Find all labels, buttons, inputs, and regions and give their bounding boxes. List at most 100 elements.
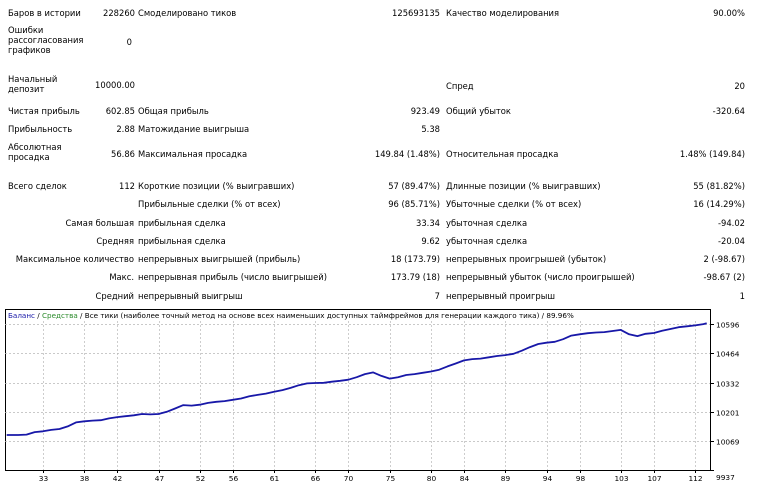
balance-chart: Баланс / Средства / Все тики (наиболее т…: [5, 309, 762, 483]
abs-dd-label-2: просадка: [8, 152, 50, 162]
average-profit-label: прибыльная сделка: [138, 236, 226, 246]
profit-factor-value: 2.88: [116, 124, 135, 134]
max-cons-loss-value: -98.67 (2): [703, 272, 745, 282]
x-tick-label: 107: [647, 474, 661, 483]
x-tick-label: 103: [614, 474, 628, 483]
max-cons-losses-value: 2 (-98.67): [703, 254, 745, 264]
x-tick-label: 56: [229, 474, 239, 483]
gross-profit-label: Общая прибыль: [138, 106, 209, 116]
y-tick-label: 10069: [716, 438, 740, 447]
short-label: Короткие позиции (% выигравших): [138, 181, 295, 191]
profit-factor-label: Прибыльность: [8, 124, 73, 134]
max-label: Макс.: [109, 272, 134, 282]
y-tick-label: 9937: [716, 473, 735, 482]
avg-cons-losses-label: непрерывный проигрыш: [446, 291, 555, 301]
largest-loss-label: убыточная сделка: [446, 218, 528, 228]
gross-loss-value: -320.64: [712, 106, 745, 116]
largest-loss-value: -94.02: [718, 218, 745, 228]
total-trades-label: Всего сделок: [8, 181, 67, 191]
max-cons-wins-label: непрерывных выигрышей (прибыль): [138, 254, 301, 264]
errors-label-1: Ошибки: [8, 25, 44, 35]
abs-dd-value: 56.86: [111, 149, 135, 159]
chart-grid: [5, 321, 714, 473]
max-cons-losses-label: непрерывных проигрышей (убыток): [446, 254, 607, 264]
bars-value: 228260: [103, 8, 135, 18]
legend-sep1: /: [35, 311, 42, 320]
avg-cons-wins-value: 7: [434, 291, 440, 301]
average-label: Средняя: [96, 236, 134, 246]
x-tick-label: 33: [39, 474, 49, 483]
loss-trades-value: 16 (14.29%): [693, 199, 745, 209]
x-axis-labels: 33 38 42 47 52 56 61 66 70 75 80 84 89 94 98 103 107 112: [39, 474, 703, 483]
balance-line: [6, 322, 707, 436]
largest-profit-value: 33.34: [416, 218, 440, 228]
x-tick-label: 47: [155, 474, 165, 483]
x-tick-label: 94: [543, 474, 553, 483]
x-tick-label: 89: [501, 474, 511, 483]
expected-payoff-value: 5.38: [421, 124, 440, 134]
x-tick-label: 75: [386, 474, 396, 483]
x-tick-label: 112: [688, 474, 702, 483]
max-cons-wins-value: 18 (173.79): [390, 254, 440, 264]
chart-legend: Баланс / Средства / Все тики (наиболее т…: [8, 311, 574, 320]
net-profit-value: 602.85: [105, 106, 135, 116]
chart-series: [6, 322, 707, 436]
loss-trades-label: Убыточные сделки (% от всех): [446, 199, 582, 209]
quality-value: 90.00%: [713, 8, 745, 18]
legend-sep2: /: [78, 311, 85, 320]
errors-label-3: графиков: [8, 45, 51, 55]
ticks-value: 125693135: [392, 8, 440, 18]
max-dd-value: 149.84 (1.48%): [374, 149, 440, 159]
x-tick-label: 98: [576, 474, 586, 483]
gross-profit-value: 923.49: [410, 106, 440, 116]
ticks-label: Смоделировано тиков: [138, 8, 237, 18]
total-trades-value: 112: [119, 181, 135, 191]
long-label: Длинные позиции (% выигравших): [446, 181, 601, 191]
x-tick-label: 61: [270, 474, 280, 483]
max-cons-profit-value: 173.79 (18): [390, 272, 440, 282]
max-cons-profit-label: непрерывная прибыль (число выигрышей): [138, 272, 327, 282]
x-tick-label: 80: [427, 474, 437, 483]
net-profit-label: Чистая прибыль: [8, 106, 80, 116]
y-tick-label: 10596: [716, 321, 740, 330]
abs-dd-label-1: Абсолютная: [8, 142, 62, 152]
legend-method: Все тики (наиболее точный метод на основ…: [85, 311, 574, 320]
short-value: 57 (89.47%): [388, 181, 440, 191]
plot-frame: [5, 309, 711, 471]
x-tick-label: 42: [113, 474, 122, 483]
x-tick-label: 38: [80, 474, 90, 483]
average-loss-label: убыточная сделка: [446, 236, 528, 246]
avg-cons-losses-value: 1: [739, 291, 745, 301]
deposit-value: 10000.00: [95, 80, 135, 90]
y-axis-labels: 10596 10464 10332 10201 10069 9937: [716, 321, 740, 483]
bars-label: Баров в истории: [8, 8, 81, 18]
deposit-label-2: депозит: [8, 84, 45, 94]
avg-label: Средний: [95, 291, 134, 301]
gross-loss-label: Общий убыток: [446, 106, 511, 116]
spread-value: 20: [734, 81, 745, 91]
largest-profit-label: прибыльная сделка: [138, 218, 226, 228]
balance-chart-svg: Баланс / Средства / Все тики (наиболее т…: [5, 309, 740, 483]
x-tick-label: 84: [460, 474, 470, 483]
avg-cons-wins-label: непрерывный выигрыш: [138, 291, 243, 301]
max-count-label: Максимальное количество: [15, 254, 134, 264]
rel-dd-value: 1.48% (149.84): [679, 149, 745, 159]
spread-label: Спред: [446, 81, 474, 91]
y-tick-label: 10464: [716, 350, 740, 359]
errors-value: 0: [126, 37, 132, 47]
average-profit-value: 9.62: [421, 236, 440, 246]
y-tick-label: 10201: [716, 409, 740, 418]
legend-balance: Баланс: [8, 311, 35, 320]
y-tick-label: 10332: [716, 380, 740, 389]
x-tick-label: 66: [311, 474, 321, 483]
deposit-label-1: Начальный: [8, 74, 58, 84]
average-loss-value: -20.04: [718, 236, 745, 246]
x-tick-label: 52: [196, 474, 205, 483]
profit-trades-value: 96 (85.71%): [388, 199, 440, 209]
profit-trades-label: Прибыльные сделки (% от всех): [138, 199, 281, 209]
long-value: 55 (81.82%): [693, 181, 745, 191]
legend-equity: Средства: [42, 311, 78, 320]
x-tick-label: 70: [344, 474, 354, 483]
max-dd-label: Максимальная просадка: [138, 149, 248, 159]
quality-label: Качество моделирования: [446, 8, 560, 18]
